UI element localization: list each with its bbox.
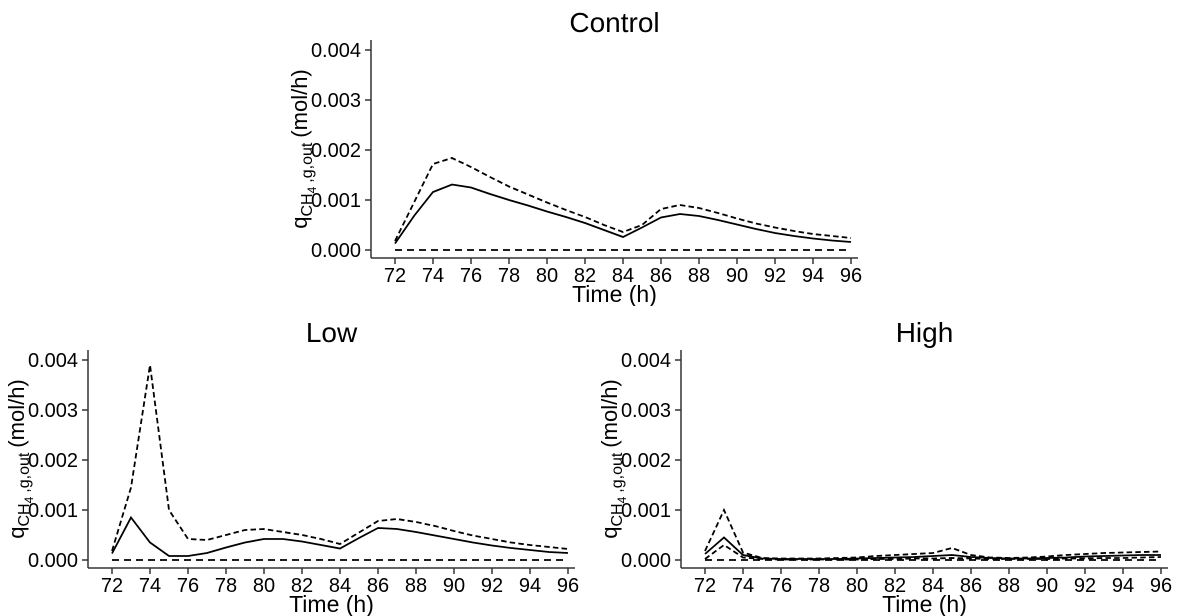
y-tick-label: 0.002 (28, 450, 78, 472)
x-tick-label: 96 (557, 575, 579, 597)
x-tick-label: 96 (1150, 575, 1172, 597)
series-dashed-line (394, 157, 852, 242)
y-axis-title: qCH4 ,g,out (mol/h) (4, 379, 36, 539)
y-axis-title-species-sub: 4 (615, 496, 629, 503)
x-tick-label: 90 (726, 265, 748, 287)
x-tick-label: 78 (498, 265, 520, 287)
x-tick-label: 74 (732, 575, 754, 597)
x-tick-label: 90 (443, 575, 465, 597)
y-axis-title-base: q (287, 217, 312, 229)
chart-title: High (896, 317, 954, 348)
y-tick-label: 0.004 (311, 40, 361, 62)
y-axis-title-stream: ,g,out (299, 142, 316, 183)
y-axis-title-unit: (mol/h) (4, 379, 29, 447)
y-axis-title-species-sub: 4 (22, 496, 36, 503)
x-tick-label: 82 (884, 575, 906, 597)
x-tick-label: 86 (367, 575, 389, 597)
series-solid-line (394, 183, 852, 245)
x-tick-label: 84 (329, 575, 351, 597)
x-tick-label: 78 (808, 575, 830, 597)
x-tick-label: 92 (764, 265, 786, 287)
chart-control: Control 0.000 0.001 0.002 0.003 0.004 72 74 76 78… (283, 0, 874, 307)
x-tick-label: 80 (846, 575, 868, 597)
x-tick-label: 74 (422, 265, 444, 287)
x-tick-label: 80 (253, 575, 275, 597)
y-tick-label: 0.002 (621, 450, 671, 472)
y-axis-title: qCH4 ,g,out (mol/h) (287, 69, 319, 229)
y-axis-title: qCH4 ,g,out (mol/h) (597, 379, 629, 539)
x-tick-label: 72 (101, 575, 123, 597)
x-tick-label: 94 (519, 575, 541, 597)
x-tick-label: 84 (922, 575, 944, 597)
y-tick-label: 0.004 (621, 350, 671, 372)
y-axis-title-base: q (597, 527, 622, 539)
x-tick-label: 78 (215, 575, 237, 597)
chart-title: Low (306, 317, 358, 348)
x-tick-label: 86 (960, 575, 982, 597)
y-tick-label: 0.000 (28, 550, 78, 572)
y-tick-label: 0.001 (311, 190, 361, 212)
x-tick-label: 80 (536, 265, 558, 287)
x-tick-label: 88 (998, 575, 1020, 597)
y-axis-title-base: q (4, 527, 29, 539)
x-tick-label: 94 (802, 265, 824, 287)
x-tick-label: 74 (139, 575, 161, 597)
y-axis-title-species: CH (299, 193, 316, 216)
x-tick-label: 72 (694, 575, 716, 597)
y-tick-label: 0.000 (621, 550, 671, 572)
series-dashed-line (111, 364, 569, 552)
y-axis-title-species-sub: 4 (305, 186, 319, 193)
chart-svg-low: Low 0.000 0.001 0.002 0.003 0.004 72 74 76 78 80 82… (4, 317, 579, 616)
x-axis-title: Time (h) (572, 281, 657, 306)
x-tick-label: 92 (1074, 575, 1096, 597)
x-axis-title: Time (h) (289, 591, 374, 616)
x-tick-label: 88 (688, 265, 710, 287)
y-axis-title-stream: ,g,out (16, 452, 33, 493)
y-tick-label: 0.004 (28, 350, 78, 372)
series-solid-line (704, 536, 1161, 560)
x-tick-label: 94 (1112, 575, 1134, 597)
series-solid-line (111, 515, 569, 557)
x-tick-label: 92 (481, 575, 503, 597)
x-tick-label: 82 (291, 575, 313, 597)
y-tick-label: 0.003 (311, 90, 361, 112)
x-tick-label: 90 (1036, 575, 1058, 597)
x-tick-label: 88 (405, 575, 427, 597)
chart-low: Low 0.000 0.001 0.002 0.003 0.004 72 74 76 78 80 82… (0, 310, 591, 616)
x-tick-label: 96 (840, 265, 862, 287)
x-tick-label: 76 (460, 265, 482, 287)
y-tick-label: 0.002 (311, 140, 361, 162)
y-tick-label: 0.001 (621, 500, 671, 522)
series-secondary-dashed-line (704, 543, 1162, 561)
y-axis-title-unit: (mol/h) (287, 69, 312, 137)
y-axis-title-unit: (mol/h) (597, 379, 622, 447)
chart-high: High 0.000 0.001 0.002 0.003 0.004 72 74 76 78 80 8… (593, 310, 1181, 616)
y-tick-label: 0.003 (621, 400, 671, 422)
x-tick-label: 76 (770, 575, 792, 597)
y-tick-label: 0.000 (311, 240, 361, 262)
x-tick-label: 76 (177, 575, 199, 597)
x-tick-label: 84 (612, 265, 634, 287)
y-axis-title-species: CH (609, 503, 626, 526)
series-dashed-line (704, 507, 1162, 560)
x-axis-title: Time (h) (882, 591, 967, 616)
y-axis-title-species: CH (16, 503, 33, 526)
y-axis-title-stream: ,g,out (609, 452, 626, 493)
chart-title: Control (569, 7, 659, 38)
y-tick-label: 0.003 (28, 400, 78, 422)
y-tick-label: 0.001 (28, 500, 78, 522)
chart-svg-high: High 0.000 0.001 0.002 0.003 0.004 72 74 76 78 80 8… (597, 317, 1172, 616)
x-tick-label: 86 (650, 265, 672, 287)
x-tick-label: 82 (574, 265, 596, 287)
chart-svg-control: Control 0.000 0.001 0.002 0.003 0.004 72 74 76 78… (287, 7, 862, 307)
x-tick-label: 72 (384, 265, 406, 287)
